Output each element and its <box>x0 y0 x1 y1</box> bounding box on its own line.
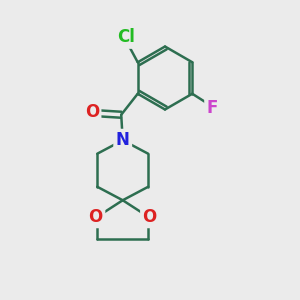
Text: O: O <box>142 208 157 226</box>
Text: F: F <box>207 99 218 117</box>
Text: O: O <box>85 103 99 121</box>
Text: O: O <box>88 208 103 226</box>
Text: N: N <box>116 131 130 149</box>
Text: Cl: Cl <box>117 28 135 46</box>
